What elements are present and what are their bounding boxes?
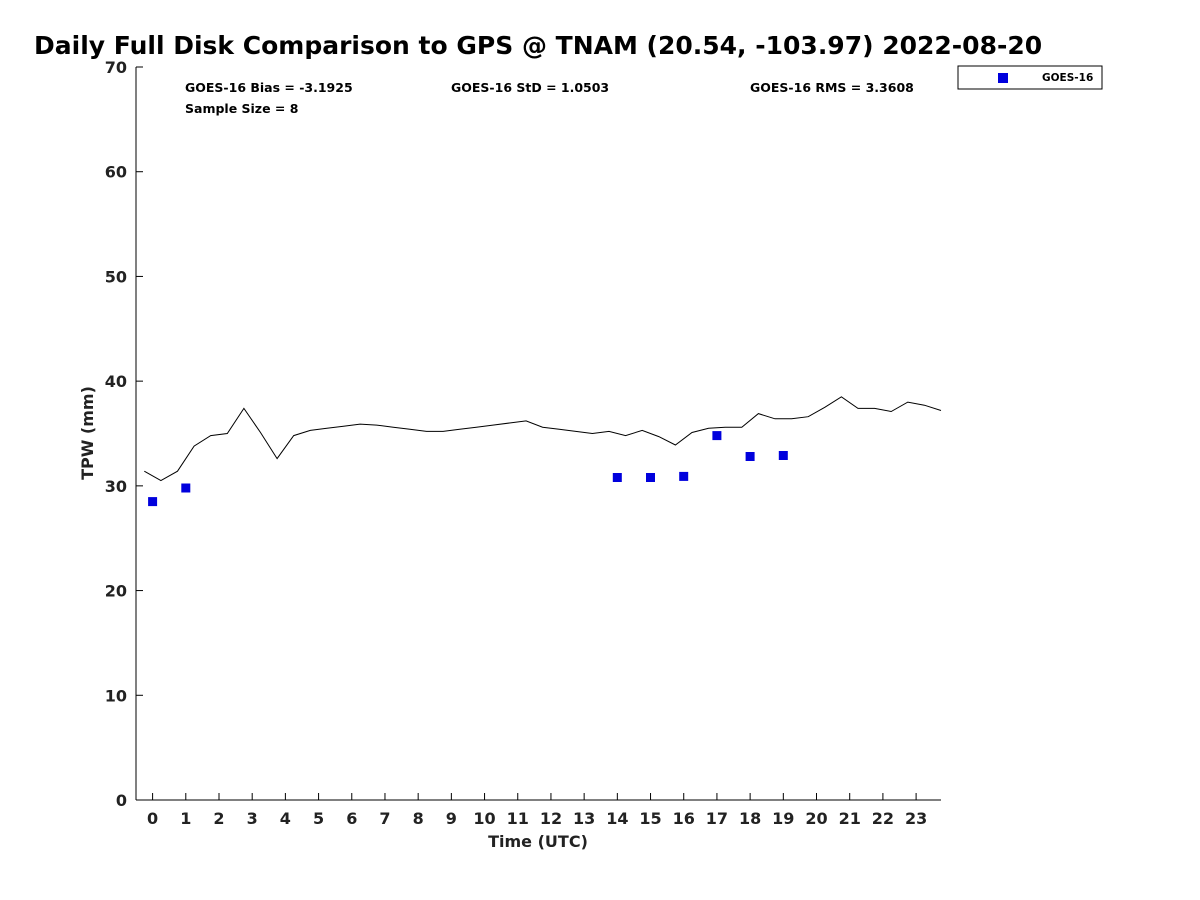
- y-tick-label: 20: [105, 582, 127, 601]
- rms-annotation: GOES-16 RMS = 3.3608: [750, 80, 914, 95]
- x-tick-label: 16: [673, 809, 695, 828]
- goes-marker-layer: [148, 431, 788, 507]
- x-tick-label: 13: [573, 809, 595, 828]
- y-tick-label: 50: [105, 267, 127, 286]
- legend-label: GOES-16: [1042, 72, 1093, 84]
- x-tick-label: 17: [706, 809, 728, 828]
- gps-tpw-line: [144, 396, 942, 482]
- goes16-point: [646, 473, 655, 482]
- x-axis-ticks: 0 1 2 3 4 5 6 7 8 9 10 11 12 13 14 15 16 17 18 19 20 21 22 23: [147, 793, 927, 828]
- y-tick-label: 0: [116, 791, 127, 810]
- y-tick-label: 60: [105, 163, 127, 182]
- x-tick-label: 10: [473, 809, 495, 828]
- x-tick-label: 3: [247, 809, 258, 828]
- goes16-point: [148, 497, 158, 507]
- std-annotation: GOES-16 StD = 1.0503: [451, 80, 609, 95]
- x-tick-label: 9: [446, 809, 457, 828]
- x-tick-label: 14: [606, 809, 628, 828]
- chart-title: Daily Full Disk Comparison to GPS @ TNAM…: [34, 31, 1042, 60]
- x-tick-label: 0: [147, 809, 158, 828]
- legend: GOES-16: [957, 65, 1103, 90]
- x-tick-label: 1: [180, 809, 191, 828]
- x-axis-label: Time (UTC): [488, 832, 588, 851]
- legend-marker: [998, 73, 1008, 83]
- goes16-point: [712, 431, 722, 441]
- y-axis-ticks: 0 10 20 30 40 50 60 70: [105, 58, 143, 810]
- y-tick-label: 70: [105, 58, 127, 77]
- x-tick-label: 8: [413, 809, 424, 828]
- x-tick-label: 12: [540, 809, 562, 828]
- y-tick-label: 30: [105, 477, 127, 496]
- x-tick-label: 19: [772, 809, 794, 828]
- gps-line-layer: [144, 396, 942, 482]
- x-tick-label: 20: [805, 809, 827, 828]
- x-tick-label: 11: [507, 809, 529, 828]
- x-tick-label: 23: [905, 809, 927, 828]
- y-tick-label: 10: [105, 686, 127, 705]
- x-tick-label: 18: [739, 809, 761, 828]
- y-axis-label: TPW (mm): [78, 386, 97, 480]
- goes16-point: [745, 452, 755, 461]
- y-tick-label: 40: [105, 372, 127, 391]
- x-tick-label: 22: [872, 809, 894, 828]
- x-tick-label: 5: [313, 809, 324, 828]
- goes16-point: [181, 483, 191, 493]
- x-tick-label: 4: [280, 809, 291, 828]
- x-tick-label: 7: [379, 809, 390, 828]
- bias-annotation: GOES-16 Bias = -3.1925: [185, 80, 353, 95]
- sample-size-annotation: Sample Size = 8: [185, 101, 298, 116]
- x-tick-label: 21: [839, 809, 861, 828]
- goes16-point: [679, 471, 689, 481]
- x-tick-label: 15: [639, 809, 661, 828]
- legend-box: [957, 65, 1103, 90]
- x-tick-label: 6: [346, 809, 357, 828]
- goes16-point: [612, 473, 622, 482]
- x-tick-label: 2: [213, 809, 224, 828]
- goes16-point: [778, 451, 788, 460]
